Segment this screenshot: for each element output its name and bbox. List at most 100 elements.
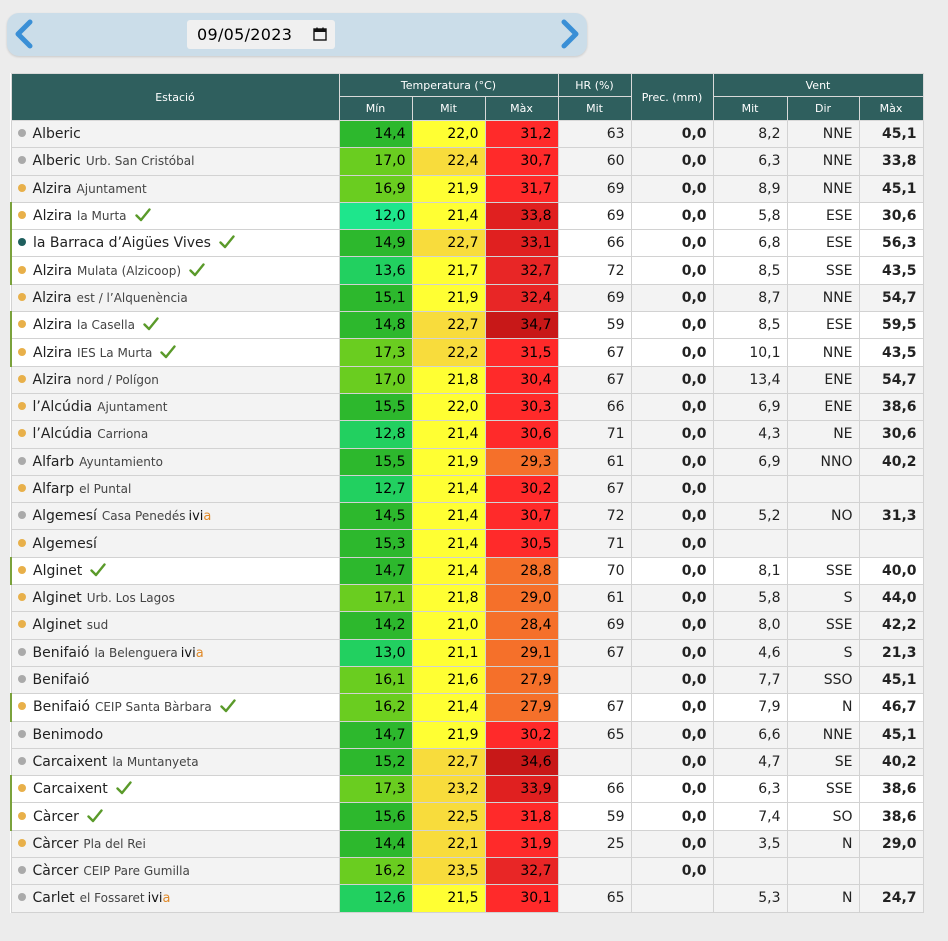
header-temp-max[interactable]: Màx [484,96,559,121]
station-name[interactable]: Benimodo [32,726,104,743]
station-cell[interactable]: Alfarp el Puntal [10,474,340,504]
station-name[interactable]: Alzira [32,289,72,306]
station-name[interactable]: Benifaió [32,644,90,661]
station-name[interactable]: Carcaixent [32,753,108,770]
temp-max-cell: 27,9 [484,665,559,695]
station-cell[interactable]: l’Alcúdia Ajuntament [10,392,340,422]
header-wind-dir[interactable]: Dir [786,96,860,121]
station-name[interactable]: Benifaió [33,699,90,716]
table-row: Benimodo 14,7 21,9 30,2 65 0,0 6,6 NNE 45,1 [10,720,924,749]
header-temp-mit[interactable]: Mit [411,96,486,121]
station-cell[interactable]: Alberic Urb. San Cristóbal [10,147,340,176]
station-name[interactable]: Alginet [32,590,82,607]
header-wind-max[interactable]: Màx [858,96,924,121]
header-precipitation[interactable]: Prec. (mm) [630,73,714,121]
station-cell[interactable]: Alginet sud [10,611,340,640]
precipitation-cell: 0,0 [630,119,714,149]
station-name[interactable]: Alginet [32,617,82,634]
status-dot-icon [17,647,26,656]
station-name[interactable]: Càrcer [33,808,79,825]
station-cell[interactable]: la Barraca d’Aigües Vives [10,229,340,258]
station-cell[interactable]: Alzira IES La Murta [10,338,340,367]
station-cell[interactable]: Carcaixent [10,775,340,804]
station-name[interactable]: Alberic [32,126,81,143]
table-row: Benifaió la Belenguera ivia 13,0 21,1 29,1 67 0… [10,638,924,667]
precipitation-cell: 0,0 [630,747,714,777]
station-cell[interactable]: Benimodo [10,720,340,749]
date-selector-bar: 09/05/2023 [7,13,587,56]
wind-mit-cell: 8,5 [712,311,788,340]
status-dot-icon [17,456,26,465]
previous-day-button[interactable] [9,18,39,50]
station-name[interactable]: Benifaió [32,672,90,689]
temp-max-cell: 33,1 [484,229,559,258]
station-cell[interactable]: Benifaió la Belenguera ivia [10,638,340,667]
station-name[interactable]: Carlet [32,890,75,907]
header-temp-min[interactable]: Mín [338,96,413,121]
station-cell[interactable]: Alzira est / l’Alquenència [10,283,340,313]
station-cell[interactable]: Alginet [10,556,340,586]
table-row: Benifaió CEIP Santa Bàrbara 16,2 21,4 27,9 67… [10,693,924,722]
station-name[interactable]: Carcaixent [33,781,108,798]
station-name[interactable]: Alzira [33,262,73,279]
temp-min-cell: 14,4 [338,119,413,149]
station-cell[interactable]: Carlet el Fossaret ivia [10,884,340,913]
table-row: Alzira la Casella 14,8 22,7 34,7 59 0,0 8,5 ESE 5… [10,311,924,340]
temp-max-cell: 30,7 [484,147,559,176]
temp-mit-cell: 21,4 [411,502,486,531]
wind-max-cell: 31,3 [858,502,924,531]
calendar-icon[interactable] [313,27,327,41]
station-name[interactable]: Algemesí [32,535,97,552]
station-cell[interactable]: Càrcer CEIP Pare Gumilla [10,857,340,886]
station-name[interactable]: Alzira [32,371,72,388]
station-cell[interactable]: Alzira Ajuntament [10,174,340,203]
station-cell[interactable]: Càrcer Pla del Rei [10,829,340,859]
station-name[interactable]: Alberic [32,153,81,170]
station-name[interactable]: Algemesí [32,508,97,525]
station-cell[interactable]: Alginet Urb. Los Lagos [10,584,340,613]
temp-max-cell: 32,4 [484,283,559,313]
wind-mit-cell: 6,3 [712,775,788,804]
precipitation-cell: 0,0 [630,201,714,231]
wind-dir-cell: S [786,638,860,667]
station-name[interactable]: Alzira [32,180,72,197]
temp-mit-cell: 21,5 [411,884,486,913]
station-cell[interactable]: Alzira la Murta [10,201,340,231]
station-name[interactable]: Càrcer [32,863,79,880]
station-name[interactable]: Alfarb [32,453,75,470]
station-cell[interactable]: Alberic [10,119,340,149]
station-cell[interactable]: Benifaió CEIP Santa Bàrbara [10,693,340,722]
station-name[interactable]: Alginet [33,562,83,579]
header-hr-mit[interactable]: Mit [557,96,632,121]
station-cell[interactable]: Alzira Mulata (Alzicoop) [10,256,340,285]
station-name[interactable]: l’Alcúdia [32,399,93,416]
station-cell[interactable]: Algemesí Casa Penedés ivia [10,502,340,531]
station-cell[interactable]: Alfarb Ayuntamiento [10,447,340,476]
station-name[interactable]: l’Alcúdia [32,426,93,443]
station-cell[interactable]: Alzira la Casella [10,311,340,340]
precipitation-cell: 0,0 [630,474,714,504]
station-cell[interactable]: Càrcer [10,802,340,831]
station-name[interactable]: Alzira [33,208,73,225]
wind-mit-cell: 8,1 [712,556,788,586]
station-cell[interactable]: Alzira nord / Polígon [10,365,340,394]
table-row: Càrcer Pla del Rei 14,4 22,1 31,9 25 0,0 3,5 N 29… [10,829,924,859]
station-name[interactable]: Alzira [33,344,73,361]
station-cell[interactable]: Benifaió [10,665,340,695]
station-name[interactable]: la Barraca d’Aigües Vives [33,235,211,252]
station-name[interactable]: Alfarp [32,481,75,497]
table-row: Alzira Mulata (Alzicoop) 13,6 21,7 32,7 72 0,0… [10,256,924,285]
station-cell[interactable]: Carcaixent la Muntanyeta [10,747,340,777]
station-name[interactable]: Alzira [33,317,73,334]
next-day-button[interactable] [555,18,585,50]
header-wind-mit[interactable]: Mit [712,96,788,121]
ivia-badge: ivia [148,891,171,906]
date-input[interactable]: 09/05/2023 [187,20,335,49]
temp-min-cell: 14,8 [338,311,413,340]
status-dot-icon [17,129,26,138]
humidity-cell: 67 [557,338,632,367]
station-name[interactable]: Càrcer [32,835,79,852]
header-station[interactable]: Estació [10,73,340,121]
station-cell[interactable]: Algemesí [10,529,340,558]
station-cell[interactable]: l’Alcúdia Carriona [10,420,340,449]
